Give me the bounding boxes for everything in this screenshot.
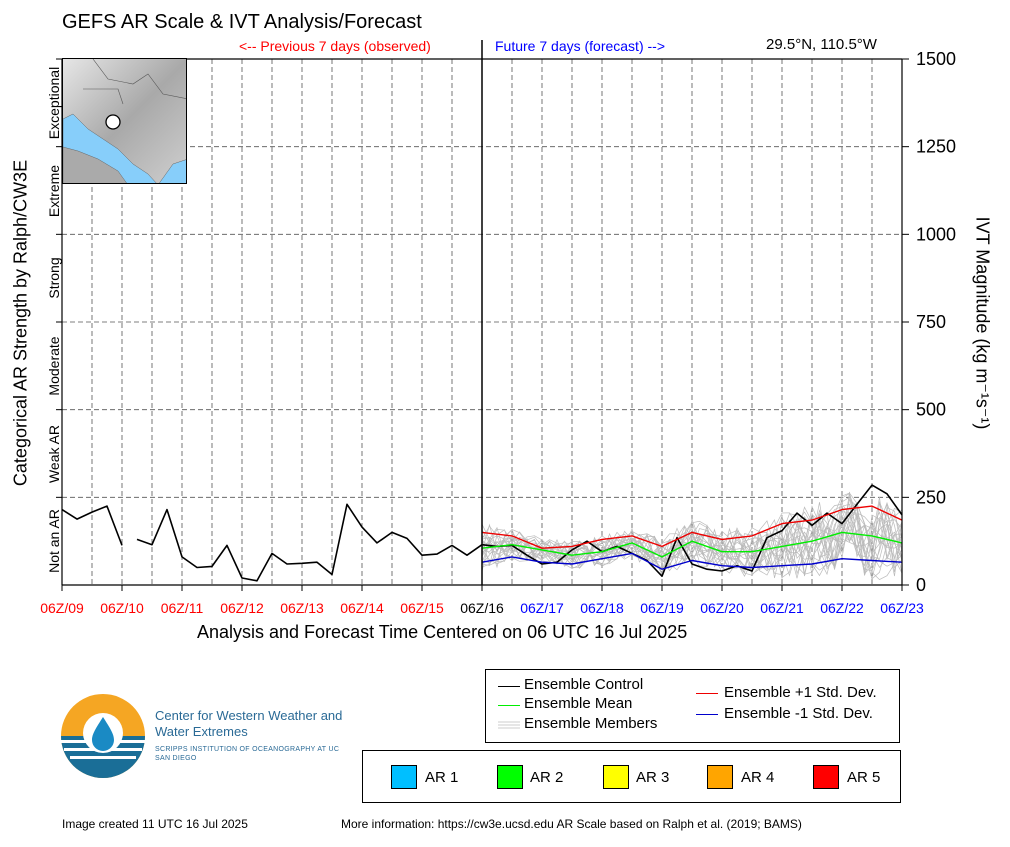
series-ensemble-control-line bbox=[61, 505, 123, 546]
y-tick-label: 750 bbox=[916, 312, 946, 332]
x-tick-label: 06Z/09 bbox=[40, 600, 84, 616]
legend-members-label: Ensemble Members bbox=[524, 715, 658, 732]
ar3-label: AR 3 bbox=[636, 769, 670, 786]
ar4-label: AR 4 bbox=[741, 769, 775, 786]
legend-control-line bbox=[498, 686, 520, 687]
ar1-swatch bbox=[391, 765, 417, 789]
ensemble-member-line bbox=[481, 491, 903, 574]
ar3-swatch bbox=[603, 765, 629, 789]
series-ensemble-mean-line bbox=[481, 531, 903, 558]
x-tick-label: 06Z/23 bbox=[880, 600, 924, 616]
ensemble-member-line bbox=[481, 503, 903, 574]
legend-members-lines bbox=[498, 721, 520, 729]
y-tick-label: 1500 bbox=[916, 49, 956, 69]
x-tick-label: 06Z/22 bbox=[820, 600, 864, 616]
x-tick-label: 06Z/14 bbox=[340, 600, 384, 616]
location-label: 29.5°N, 110.5°W bbox=[766, 36, 877, 53]
y-tick-label: 1250 bbox=[916, 137, 956, 157]
x-tick-label: 06Z/18 bbox=[580, 600, 624, 616]
legend-mean-label: Ensemble Mean bbox=[524, 695, 633, 712]
image-created-note: Image created 11 UTC 16 Jul 2025 bbox=[62, 817, 248, 831]
x-tick-label: 06Z/15 bbox=[400, 600, 444, 616]
chart-title: GEFS AR Scale & IVT Analysis/Forecast bbox=[62, 11, 422, 33]
x-axis-title: Analysis and Forecast Time Centered on 0… bbox=[197, 622, 688, 642]
ar2-label: AR 2 bbox=[530, 769, 564, 786]
location-map-inset bbox=[62, 58, 187, 184]
series-ensemble-control-line bbox=[136, 484, 903, 582]
logo-name: Center for Western Weather and Water Ext… bbox=[155, 708, 343, 739]
legend-plus-sd-line bbox=[696, 693, 718, 694]
x-tick-label: 06Z/12 bbox=[220, 600, 264, 616]
series-ensemble-1-std-dev--line bbox=[481, 552, 903, 570]
ar5-swatch bbox=[813, 765, 839, 789]
x-tick-label: 06Z/13 bbox=[280, 600, 324, 616]
series-legend: Ensemble Control Ensemble Mean Ensemble … bbox=[485, 669, 900, 743]
more-info-note: More information: https://cw3e.ucsd.edu … bbox=[341, 817, 802, 831]
ensemble-member-line bbox=[481, 497, 903, 579]
cw3e-logo-icon bbox=[61, 694, 145, 778]
x-tick-label: 06Z/17 bbox=[520, 600, 564, 616]
future-days-label: Future 7 days (forecast) --> bbox=[495, 38, 666, 54]
logo-subtitle: SCRIPPS INSTITUTION OF OCEANOGRAPHY AT U… bbox=[155, 746, 340, 762]
ar2-swatch bbox=[497, 765, 523, 789]
ar1-label: AR 1 bbox=[425, 769, 459, 786]
previous-days-label: <-- Previous 7 days (observed) bbox=[239, 38, 431, 54]
x-tick-label: 06Z/21 bbox=[760, 600, 804, 616]
x-tick-label: 06Z/19 bbox=[640, 600, 684, 616]
y-tick-label: 500 bbox=[916, 400, 946, 420]
ar4-swatch bbox=[707, 765, 733, 789]
x-tick-label: 06Z/16 bbox=[460, 600, 504, 616]
x-tick-label: 06Z/10 bbox=[100, 600, 144, 616]
legend-minus-sd-line bbox=[696, 714, 718, 715]
y-tick-label: 250 bbox=[916, 487, 946, 507]
ar5-label: AR 5 bbox=[847, 769, 881, 786]
legend-plus-sd-label: Ensemble +1 Std. Dev. bbox=[724, 684, 877, 701]
y-tick-label: 1000 bbox=[916, 224, 956, 244]
series-ensemble-1-std-dev--line bbox=[481, 505, 903, 549]
legend-minus-sd-label: Ensemble -1 Std. Dev. bbox=[724, 705, 873, 722]
location-marker-icon bbox=[105, 114, 121, 130]
x-tick-label: 06Z/11 bbox=[161, 600, 204, 616]
ar-scale-legend: AR 1 AR 2 AR 3 AR 4 AR 5 bbox=[362, 750, 901, 803]
legend-control-label: Ensemble Control bbox=[524, 676, 644, 693]
y-tick-label: 0 bbox=[916, 575, 926, 595]
legend-mean-line bbox=[498, 705, 520, 706]
x-tick-label: 06Z/20 bbox=[700, 600, 744, 616]
